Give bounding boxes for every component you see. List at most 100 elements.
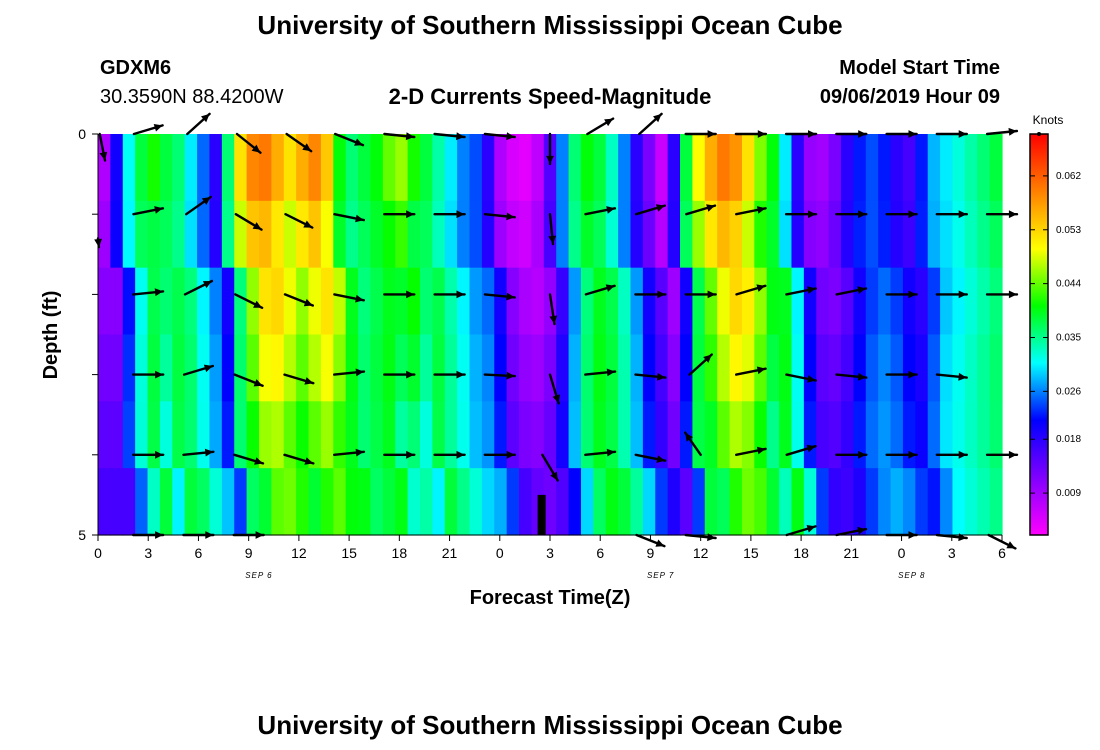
heatmap-cell xyxy=(407,334,421,402)
heatmap-cell xyxy=(197,468,211,536)
current-arrow xyxy=(634,372,667,381)
heatmap-cell xyxy=(419,267,433,336)
heatmap-cell xyxy=(593,334,607,402)
chart-title: 2-D Currents Speed-Magnitude xyxy=(388,84,712,109)
heatmap-cell xyxy=(271,134,285,202)
heatmap-cell xyxy=(642,134,656,202)
arrow-head xyxy=(354,138,363,146)
current-arrow xyxy=(182,364,215,376)
heatmap-cell xyxy=(766,401,780,469)
heatmap-cell xyxy=(754,401,768,469)
heatmap-cell xyxy=(221,134,235,202)
x-tick-label: 12 xyxy=(291,545,307,561)
current-arrow xyxy=(935,210,968,219)
heatmap-cell xyxy=(122,267,136,336)
arrow-head xyxy=(858,130,867,138)
heatmap-cell xyxy=(803,134,817,202)
arrow-head xyxy=(303,220,313,228)
heatmap-cell xyxy=(766,334,780,402)
heatmap-cell xyxy=(221,401,235,469)
arrow-head xyxy=(756,366,766,375)
heatmap-cell xyxy=(283,267,297,336)
heatmap-cell xyxy=(481,401,495,469)
heatmap-cell xyxy=(98,401,111,469)
arrow-head xyxy=(756,284,766,292)
heatmap-cell xyxy=(940,267,954,336)
arrow-head xyxy=(707,130,716,138)
heatmap-cell xyxy=(580,334,594,402)
heatmap-cell xyxy=(593,468,607,536)
heatmap-cell xyxy=(333,468,347,536)
heatmap-cell xyxy=(407,267,421,336)
heatmap-cell xyxy=(618,134,632,202)
heatmap-cell xyxy=(853,468,867,536)
heatmap-cell xyxy=(878,200,892,269)
heatmap-cell xyxy=(432,401,446,469)
arrow-head xyxy=(807,286,816,294)
arrow-head xyxy=(706,204,715,212)
axes: 0 3 6 9 12 15 18 21 0 3 6 9 12 15 18 21 0 3 6 SEP 6 SEP 7 SEP… xyxy=(78,126,1006,580)
current-arrow xyxy=(684,290,717,299)
heatmap-cell xyxy=(432,334,446,402)
heatmap-cell xyxy=(457,401,471,469)
current-arrow xyxy=(132,206,165,216)
current-arrow xyxy=(835,286,868,296)
heatmap-cell xyxy=(580,401,594,469)
arrow-head xyxy=(1008,290,1017,299)
heatmap-cell xyxy=(915,267,929,336)
station-coords: 30.3590N 88.4200W xyxy=(100,86,284,108)
heatmap-cell xyxy=(729,267,743,336)
heatmap-cell xyxy=(655,200,669,269)
arrow-head xyxy=(604,118,614,127)
heatmap-cell xyxy=(345,468,359,536)
heatmap-cell xyxy=(791,134,805,202)
heatmap-cell xyxy=(704,134,718,202)
heatmap-cell xyxy=(865,468,879,536)
heatmap-cell xyxy=(692,401,706,469)
heatmap-cell xyxy=(197,134,211,202)
current-arrow xyxy=(835,210,868,219)
arrow-head xyxy=(806,444,816,453)
heatmap-cell xyxy=(667,334,681,402)
current-arrow xyxy=(383,370,416,379)
arrow-head xyxy=(202,281,212,289)
arrow-head xyxy=(958,210,967,219)
arrow-head xyxy=(958,290,967,299)
heatmap-cell xyxy=(506,468,520,536)
current-arrow xyxy=(935,372,968,381)
heatmap-cell xyxy=(519,468,533,536)
heatmap-cell xyxy=(469,401,483,469)
heatmap-cell xyxy=(246,468,260,536)
current-arrow xyxy=(548,212,557,246)
current-arrow xyxy=(383,450,416,459)
heatmap-cell xyxy=(878,468,892,536)
heatmap-cell xyxy=(320,267,334,336)
heatmap-cell xyxy=(184,334,198,402)
heatmap-cell xyxy=(952,267,966,336)
heatmap-cell xyxy=(568,267,582,336)
heatmap-cell xyxy=(605,401,619,469)
heatmap-cell xyxy=(494,200,508,269)
heatmap-cell xyxy=(890,468,904,536)
x-tick-label: 3 xyxy=(144,545,152,561)
arrow-head xyxy=(355,294,364,303)
arrow-head xyxy=(552,394,560,404)
heatmap-cell xyxy=(779,401,793,469)
heatmap-cell xyxy=(320,334,334,402)
heatmap-cell xyxy=(568,468,582,536)
current-arrow xyxy=(548,373,560,405)
heatmap-cell xyxy=(989,267,1003,336)
heatmap-cell xyxy=(816,401,830,469)
arrow-head xyxy=(908,290,917,299)
heatmap-cell xyxy=(915,468,929,536)
heatmap-cell xyxy=(481,267,495,336)
arrow-head xyxy=(304,377,314,385)
x-tick-label: 21 xyxy=(844,545,860,561)
arrow-head xyxy=(858,450,867,459)
heatmap-cell xyxy=(741,401,755,469)
current-arrow xyxy=(684,431,702,456)
current-arrow xyxy=(584,368,617,377)
heatmap-cell xyxy=(841,334,854,402)
arrow-head xyxy=(254,457,263,465)
heatmap-cell xyxy=(159,200,173,269)
